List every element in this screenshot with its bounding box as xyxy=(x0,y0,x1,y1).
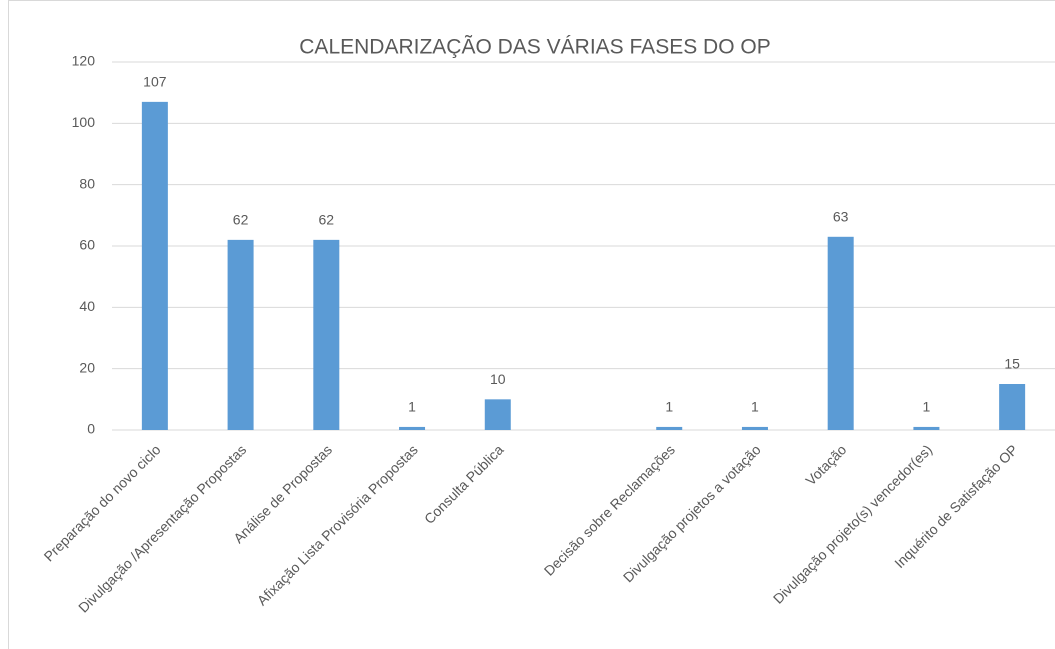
x-tick-label: Divulgação /Apresentação Propostas xyxy=(75,441,249,615)
y-tick-label: 100 xyxy=(72,114,96,130)
data-label: 1 xyxy=(408,399,416,415)
y-tick-label: 20 xyxy=(79,359,95,375)
data-label: 107 xyxy=(143,74,167,90)
data-label: 15 xyxy=(1004,356,1020,372)
bar xyxy=(999,384,1026,430)
data-label: 62 xyxy=(233,212,249,228)
bar xyxy=(827,236,854,430)
data-label: 1 xyxy=(923,399,931,415)
bar xyxy=(741,426,768,430)
data-label: 1 xyxy=(751,399,759,415)
bar xyxy=(484,399,511,430)
data-label: 1 xyxy=(665,399,673,415)
data-label: 63 xyxy=(833,209,849,225)
bar xyxy=(313,239,340,430)
y-tick-label: 80 xyxy=(79,175,95,191)
y-tick-label: 0 xyxy=(87,421,95,437)
y-tick-label: 120 xyxy=(72,53,96,69)
x-tick-label: Votação xyxy=(802,441,849,488)
x-tick-label: Consulta Pública xyxy=(421,441,507,527)
bar xyxy=(141,101,168,430)
y-tick-label: 60 xyxy=(79,237,95,253)
bar xyxy=(656,426,683,430)
bar xyxy=(399,426,426,430)
data-label: 10 xyxy=(490,371,506,387)
chart-title: CALENDARIZAÇÃO DAS VÁRIAS FASES DO OP xyxy=(299,35,770,59)
data-label: 62 xyxy=(319,212,335,228)
x-tick-label: Divulgação projeto(s) vencedor(es) xyxy=(770,441,935,606)
x-tick-label: Divulgação projetos a votação xyxy=(620,441,764,585)
bar xyxy=(913,426,940,430)
x-tick-label: Afixação Lista Provisória Propostas xyxy=(254,441,421,608)
y-tick-label: 40 xyxy=(79,298,95,314)
bar xyxy=(227,239,254,430)
chart-border xyxy=(8,0,1055,649)
